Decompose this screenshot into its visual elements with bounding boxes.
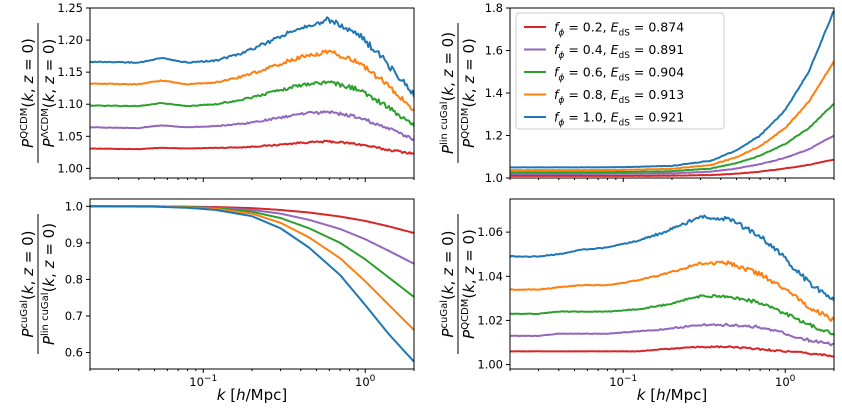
- y-label-numerator: PcuGal(k, z = 0): [19, 230, 37, 337]
- y-tick-label: 1.6: [485, 44, 503, 58]
- y-label-denominator: PΛCDM(k, z = 0): [40, 39, 58, 148]
- y-tick-label: 0.7: [65, 309, 83, 323]
- series-line-f-phi-0-8: [510, 260, 834, 322]
- y-label-denominator: PQCDM(k, z = 0): [460, 38, 478, 148]
- y-axis-label: Plin cuGal(k, z = 0)PQCDM(k, z = 0): [439, 23, 478, 163]
- series-line-f-phi-0-6: [90, 205, 414, 298]
- x-tick-label: 10−1: [609, 374, 637, 389]
- y-label-denominator: Plin cuGal(k, z = 0): [40, 223, 58, 345]
- y-label-denominator: PQCDM(k, z = 0): [460, 229, 478, 339]
- series-line-f-phi-0-4: [90, 110, 414, 142]
- y-tick-label: 0.9: [65, 236, 83, 250]
- y-tick-label: 1.25: [57, 1, 83, 15]
- series-line-f-phi-0-6: [510, 293, 834, 336]
- y-tick-label: 1.2: [485, 129, 503, 143]
- y-tick-label: 0.6: [65, 346, 83, 360]
- series-line-f-phi-0-8: [510, 60, 834, 172]
- y-tick-label: 1.20: [57, 33, 83, 47]
- series-line-f-phi-0-6: [510, 103, 834, 174]
- y-tick-label: 1.0: [65, 199, 83, 213]
- legend-label: fϕ = 0.2, EdS = 0.874: [554, 20, 684, 39]
- series-line-f-phi-0-4: [510, 134, 834, 176]
- x-tick-label: 100: [775, 374, 796, 389]
- y-tick-label: 1.15: [57, 65, 83, 79]
- y-tick-label: 1.05: [57, 129, 83, 143]
- y-tick-label: 1.4: [485, 86, 503, 100]
- legend-label: fϕ = 1.0, EdS = 0.921: [554, 110, 684, 129]
- axes-frame: [509, 198, 835, 370]
- x-axis-label: k [h/Mpc]: [637, 386, 707, 404]
- panel-cugal-over-qcdm: 1.00 1.02 1.04 1.06 10−1 100 k [h/Mpc] PcuGal(k…: [439, 198, 835, 404]
- series-line-f-phi-0-4: [510, 322, 834, 347]
- series-line-f-phi-1-0: [510, 10, 834, 169]
- legend-label: fϕ = 0.8, EdS = 0.913: [554, 87, 684, 106]
- legend-box: [515, 12, 725, 130]
- x-axis-label: k [h/Mpc]: [217, 386, 287, 404]
- series-line-f-phi-0-4: [90, 205, 414, 265]
- y-tick-label: 1.00: [57, 161, 83, 175]
- series-line-f-phi-1-0: [90, 16, 414, 98]
- series-line-f-phi-1-0: [510, 214, 834, 302]
- y-tick-label: 1.00: [477, 358, 503, 372]
- y-tick-label: 1.06: [477, 225, 503, 239]
- series-line-f-phi-0-2: [510, 345, 834, 358]
- y-axis-label: PcuGal(k, z = 0)Plin cuGal(k, z = 0): [19, 214, 58, 354]
- series-line-f-phi-0-8: [90, 49, 414, 112]
- y-tick-label: 1.8: [485, 1, 503, 15]
- series-line-f-phi-0-8: [90, 205, 414, 331]
- y-label-numerator: PcuGal(k, z = 0): [439, 230, 457, 337]
- series-line-f-phi-0-2: [90, 139, 414, 155]
- y-tick-label: 1.02: [477, 313, 503, 327]
- series-line-f-phi-0-6: [90, 80, 414, 127]
- series-line-f-phi-1-0: [90, 205, 414, 363]
- y-tick-label: 0.8: [65, 272, 83, 286]
- y-axis-label: PQCDM(k, z = 0)PΛCDM(k, z = 0): [19, 23, 58, 163]
- y-tick-label: 1.10: [57, 97, 83, 111]
- panel-qcdm-over-lcdm: 1.00 1.05 1.10 1.15 1.20 1.25 PQCDM(k, z = 0)P…: [19, 1, 415, 182]
- x-tick-label: 100: [355, 374, 376, 389]
- panel-lin-cugal-over-qcdm: 1.0 1.2 1.4 1.6 1.8 Plin cuGal(k, z = 0)PQCDM…: [439, 1, 835, 185]
- legend: fϕ = 0.2, EdS = 0.874 fϕ = 0.4, EdS = 0.8…: [515, 12, 725, 130]
- panel-cugal-over-lin-cugal: 0.6 0.7 0.8 0.9 1.0 10−1 100 k [h/Mpc] PcuGal(k,…: [19, 198, 415, 404]
- axes-frame: [89, 198, 415, 370]
- y-label-numerator: PQCDM(k, z = 0): [19, 38, 37, 148]
- x-tick-label: 10−1: [189, 374, 217, 389]
- y-label-numerator: Plin cuGal(k, z = 0): [439, 32, 457, 154]
- y-tick-label: 1.04: [477, 269, 503, 283]
- y-axis-label: PcuGal(k, z = 0)PQCDM(k, z = 0): [439, 214, 478, 354]
- legend-label: fϕ = 0.6, EdS = 0.904: [554, 65, 684, 84]
- y-tick-label: 1.0: [485, 171, 503, 185]
- legend-label: fϕ = 0.4, EdS = 0.891: [554, 42, 684, 61]
- series-line-f-phi-0-2: [510, 158, 834, 177]
